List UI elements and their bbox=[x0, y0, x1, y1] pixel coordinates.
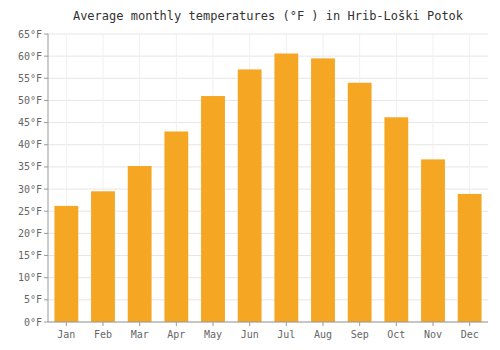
bars bbox=[54, 53, 481, 322]
y-grid-line bbox=[48, 100, 488, 101]
bar bbox=[384, 117, 408, 322]
y-tick-label: 5°F bbox=[24, 294, 42, 305]
x-axis-line bbox=[48, 322, 488, 323]
axes: 0°F 5°F 10°F 15°F 20°F 25°F 30°F 35°F 40°F 45°F 50… bbox=[18, 29, 488, 341]
y-tick-label: 0°F bbox=[24, 317, 42, 328]
bar bbox=[54, 206, 78, 322]
chart-container: Average monthly temperatures (°F ) in Hr… bbox=[0, 0, 500, 350]
x-tick-label: Jun bbox=[241, 329, 259, 340]
chart-svg: Average monthly temperatures (°F ) in Hr… bbox=[0, 0, 500, 350]
bar bbox=[274, 53, 298, 322]
x-tick-label: Mar bbox=[131, 329, 149, 340]
x-tick-label: Feb bbox=[94, 329, 112, 340]
bar bbox=[458, 194, 482, 322]
y-grid-line bbox=[48, 144, 488, 145]
x-tick bbox=[139, 322, 140, 326]
y-tick bbox=[44, 322, 48, 323]
y-tick bbox=[44, 211, 48, 212]
y-tick-label: 60°F bbox=[18, 51, 42, 62]
x-tick bbox=[433, 322, 434, 326]
bar bbox=[201, 96, 225, 322]
y-tick bbox=[44, 277, 48, 278]
x-tick-label: Dec bbox=[461, 329, 479, 340]
y-grid-line bbox=[48, 322, 488, 323]
x-tick-label: Sep bbox=[351, 329, 369, 340]
y-grid-line bbox=[48, 78, 488, 79]
y-tick bbox=[44, 56, 48, 57]
x-tick bbox=[286, 322, 287, 326]
bar bbox=[128, 166, 152, 322]
x-tick bbox=[103, 322, 104, 326]
x-tick-label: Oct bbox=[387, 329, 405, 340]
bar bbox=[91, 191, 115, 322]
x-tick bbox=[323, 322, 324, 326]
x-tick bbox=[396, 322, 397, 326]
y-tick bbox=[44, 122, 48, 123]
y-tick-label: 35°F bbox=[18, 161, 42, 172]
x-tick-label: Aug bbox=[314, 329, 332, 340]
y-tick bbox=[44, 34, 48, 35]
x-tick bbox=[359, 322, 360, 326]
bar bbox=[238, 69, 262, 322]
x-tick bbox=[249, 322, 250, 326]
x-tick bbox=[213, 322, 214, 326]
y-grid-line bbox=[48, 122, 488, 123]
y-grid-line bbox=[48, 34, 488, 35]
y-tick-label: 20°F bbox=[18, 228, 42, 239]
bar bbox=[348, 83, 372, 322]
y-tick bbox=[44, 189, 48, 190]
x-tick-label: Jul bbox=[277, 329, 295, 340]
y-tick bbox=[44, 233, 48, 234]
x-tick-label: Apr bbox=[167, 329, 185, 340]
y-tick-label: 10°F bbox=[18, 272, 42, 283]
y-tick-label: 55°F bbox=[18, 73, 42, 84]
x-tick-label: Nov bbox=[424, 329, 442, 340]
bar bbox=[311, 58, 335, 322]
y-tick-label: 15°F bbox=[18, 250, 42, 261]
y-tick bbox=[44, 166, 48, 167]
chart-title: Average monthly temperatures (°F ) in Hr… bbox=[73, 9, 464, 23]
bar bbox=[164, 131, 188, 322]
y-tick bbox=[44, 299, 48, 300]
y-tick-label: 25°F bbox=[18, 206, 42, 217]
x-tick bbox=[469, 322, 470, 326]
y-tick-label: 65°F bbox=[18, 29, 42, 40]
y-tick-label: 30°F bbox=[18, 184, 42, 195]
y-tick bbox=[44, 255, 48, 256]
y-tick-label: 45°F bbox=[18, 117, 42, 128]
y-grid-line bbox=[48, 56, 488, 57]
x-tick bbox=[176, 322, 177, 326]
bar bbox=[421, 159, 445, 322]
y-tick-label: 40°F bbox=[18, 139, 42, 150]
x-tick-label: May bbox=[204, 329, 222, 340]
x-tick bbox=[66, 322, 67, 326]
grid bbox=[48, 34, 488, 322]
y-axis-line bbox=[48, 34, 49, 322]
y-tick bbox=[44, 78, 48, 79]
y-tick bbox=[44, 144, 48, 145]
y-tick-label: 50°F bbox=[18, 95, 42, 106]
x-tick-label: Jan bbox=[57, 329, 75, 340]
y-tick bbox=[44, 100, 48, 101]
